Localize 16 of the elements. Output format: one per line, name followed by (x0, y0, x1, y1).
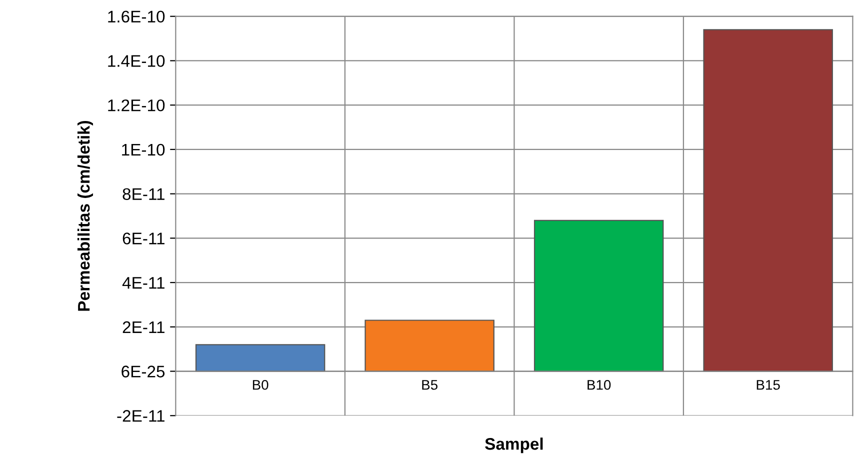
y-tick-label: 8E-11 (122, 188, 164, 200)
y-tick-label: 4E-11 (122, 277, 164, 289)
y-tick-label: 1E-10 (122, 144, 165, 156)
x-tick-label: B0 (252, 380, 268, 390)
x-tick-label: B5 (422, 380, 438, 390)
y-tick-label: 6E-25 (122, 366, 165, 378)
y-tick-label: -2E-11 (117, 410, 164, 422)
x-axis-title: Sampel (485, 438, 543, 454)
y-axis-title: Permeabilitas (cm/detik) (77, 120, 94, 311)
y-tick-label: 2E-11 (122, 321, 164, 333)
x-tick-label: B15 (756, 380, 780, 390)
y-tick-label: 1.6E-10 (108, 10, 165, 23)
y-tick-label: 1.4E-10 (108, 55, 165, 67)
y-tick-label: 6E-11 (122, 232, 164, 244)
y-tick-label: 1.2E-10 (108, 99, 165, 112)
x-tick-label: B10 (588, 380, 611, 390)
